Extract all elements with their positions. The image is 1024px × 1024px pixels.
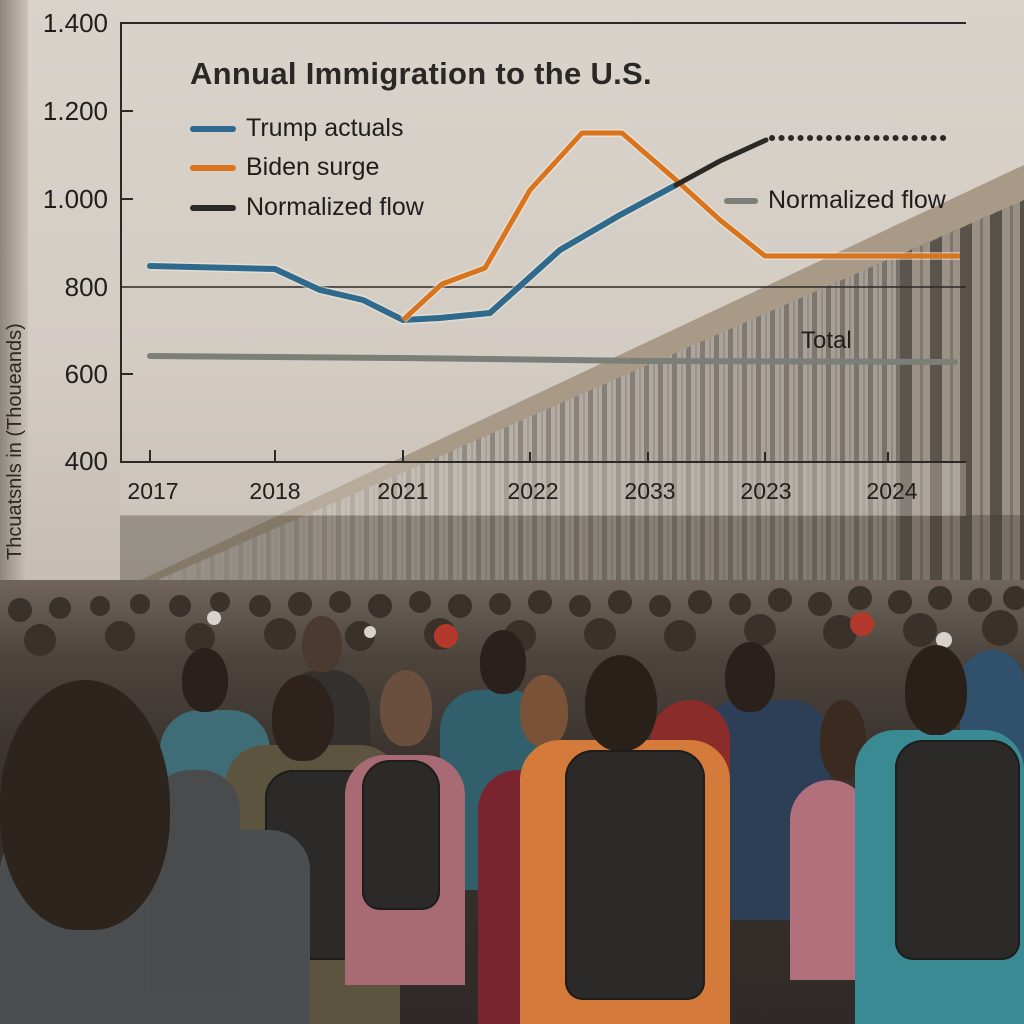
- legend-swatch-orange: [190, 164, 236, 171]
- person-head: [182, 648, 228, 712]
- total-label: Total: [801, 327, 852, 354]
- series-biden-surge: [401, 130, 960, 322]
- x-tick-label: 2033: [624, 478, 676, 504]
- x-tick-label: 2023: [740, 478, 792, 504]
- person-head: [480, 630, 526, 694]
- legend-label: Trump actuals: [246, 114, 404, 142]
- legend-swatch-gray: [724, 197, 758, 204]
- y-tick-label: 800: [64, 272, 108, 302]
- side-legend-label: Normalized flow: [768, 186, 946, 214]
- series-normalized-flow: [673, 137, 769, 188]
- backpack: [895, 740, 1020, 960]
- y-tick-label: 600: [64, 359, 108, 389]
- x-tick-label: 2022: [507, 478, 559, 504]
- legend-item-biden-surge: Biden surge: [190, 153, 379, 182]
- distant-crowd: [8, 586, 1024, 656]
- x-tick-marks: [149, 450, 889, 462]
- legend-swatch-blue: [190, 125, 236, 132]
- legend-item-normalized-flow: Normalized flow: [190, 193, 424, 222]
- crowd: [0, 580, 1024, 1024]
- series-trump-actuals: [147, 182, 679, 323]
- person-head: [585, 655, 657, 751]
- x-axis-band: [120, 462, 966, 516]
- legend-item-trump-actuals: Trump actuals: [190, 114, 403, 143]
- legend-swatch-black: [190, 204, 236, 211]
- y-tick-label: 1.000: [42, 184, 108, 214]
- legend-label: Biden surge: [246, 153, 380, 181]
- person-head: [380, 670, 432, 746]
- series-total-line: [147, 353, 958, 365]
- series-biden-surge-halo: [400, 129, 960, 323]
- x-tick-label: 2024: [866, 478, 918, 504]
- y-axis-label: Thcuatsnls in (Thoueands): [4, 323, 26, 560]
- border-wall: [120, 165, 1024, 600]
- backpack: [362, 760, 440, 910]
- y-tick-label: 1.200: [42, 96, 108, 126]
- person-head: [272, 675, 334, 761]
- person-head: [725, 642, 775, 712]
- backpack: [565, 750, 705, 1000]
- x-tick-label: 2021: [377, 478, 429, 504]
- side-legend-normalized-flow: Normalized flow: [724, 186, 946, 215]
- y-tick-label: 1.400: [42, 8, 108, 38]
- legend-label: Normalized flow: [246, 193, 424, 221]
- left-edge-shadow: [0, 0, 28, 600]
- y-tick-marks: [121, 110, 133, 375]
- y-tick-label: 400: [64, 446, 108, 476]
- person-head: [520, 675, 568, 747]
- person-head: [905, 645, 967, 735]
- x-tick-label: 2018: [249, 478, 301, 504]
- chart-title: Annual Immigration to the U.S.: [190, 56, 652, 91]
- x-tick-label: 2017: [127, 478, 179, 504]
- person-head-foreground: [0, 680, 170, 930]
- person-head: [302, 616, 342, 672]
